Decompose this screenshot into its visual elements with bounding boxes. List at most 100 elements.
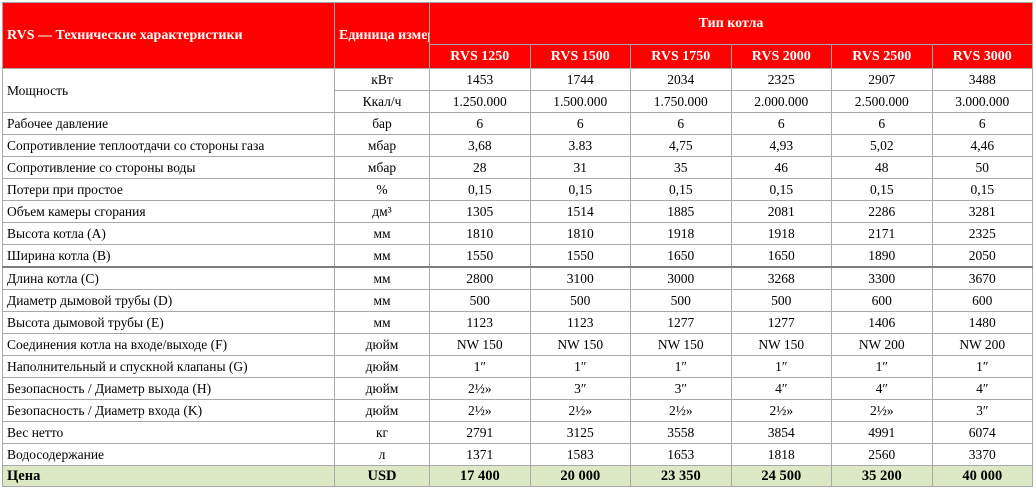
model-header: RVS 3000 [931, 44, 1034, 69]
value-cell: 2791 [429, 421, 531, 444]
value-cell: 48 [831, 156, 933, 179]
param-label: Безопасность / Диаметр выхода (H) [2, 377, 335, 400]
table-row: Высота дымовой трубы (Е) мм 1123 1123 1277 12… [2, 311, 1034, 334]
value-cell: 3″ [529, 377, 631, 400]
value-cell: NW 150 [429, 333, 531, 356]
param-label: Диаметр дымовой трубы (D) [2, 289, 335, 312]
value-cell: 0,15 [931, 178, 1034, 201]
value-cell: 5,02 [831, 134, 933, 157]
table-row-power-kcal: Ккал/ч 1.250.000 1.500.000 1.750.000 2.0… [3, 90, 1034, 113]
value-cell: 4″ [831, 377, 933, 400]
value-cell: 1480 [931, 311, 1034, 334]
boiler-type-header: Тип котла [428, 2, 1034, 45]
value-cell: 6074 [931, 421, 1034, 444]
value-cell: 2081 [730, 200, 832, 223]
value-cell: 3.000.000 [931, 90, 1034, 113]
value-cell: 1744 [529, 68, 631, 91]
value-cell: 2½» [429, 399, 531, 422]
price-unit: USD [334, 465, 430, 487]
value-cell: 0,15 [831, 178, 933, 201]
param-label: Высота котла (А) [2, 222, 335, 245]
table-row: Вес нетто кг 2791 3125 3558 3854 4991 6074 [2, 421, 1034, 444]
value-cell: 600 [931, 289, 1034, 312]
value-cell: 3,68 [429, 134, 531, 157]
value-cell: 1″ [429, 355, 531, 378]
value-cell: 2800 [429, 266, 531, 290]
model-header: RVS 2500 [831, 44, 933, 69]
table-title: RVS — Технические характеристики [2, 2, 335, 69]
price-label: Цена [2, 465, 335, 487]
value-cell: 6 [931, 112, 1034, 135]
value-cell: 2325 [730, 68, 832, 91]
value-cell: 2171 [831, 222, 933, 245]
unit-cell: бар [334, 112, 430, 135]
value-cell: 1550 [429, 244, 531, 268]
value-cell: 1453 [429, 68, 531, 91]
value-cell: 4″ [730, 377, 832, 400]
param-label: Безопасность / Диаметр входа (K) [2, 399, 335, 422]
table-row: Диаметр дымовой трубы (D) мм 500 500 500 500 6… [2, 289, 1034, 312]
value-cell: 1″ [529, 355, 631, 378]
value-cell: 1277 [730, 311, 832, 334]
param-label: Мощность [2, 68, 335, 113]
value-cell: 3300 [831, 266, 933, 290]
price-cell: 40 000 [931, 465, 1034, 487]
value-cell: 2286 [831, 200, 933, 223]
value-cell: 1550 [529, 244, 631, 268]
value-cell: 1″ [931, 355, 1034, 378]
unit-cell: дюйм [334, 355, 430, 378]
value-cell: 1.750.000 [630, 90, 732, 113]
value-cell: 1″ [730, 355, 832, 378]
table-row: Высота котла (А) мм 1810 1810 1918 1918 2171 23… [2, 222, 1034, 245]
value-cell: 50 [931, 156, 1034, 179]
table-row: Водосодержание л 1371 1583 1653 1818 2560 3370 [2, 443, 1034, 466]
value-cell: 2.500.000 [831, 90, 933, 113]
value-cell: 1406 [831, 311, 933, 334]
value-cell: 2½» [529, 399, 631, 422]
table-row: Потери при простое% 0,15 0,15 0,15 0,15 0,15 0… [2, 178, 1034, 201]
value-cell: 35 [630, 156, 732, 179]
value-cell: 2034 [630, 68, 732, 91]
price-cell: 17 400 [429, 465, 531, 487]
table-row: Ширина котла (В) мм 1550 1550 1650 1650 1890 20… [2, 244, 1034, 268]
unit-cell: кВт [334, 68, 430, 91]
value-cell: 6 [630, 112, 732, 135]
value-cell: 1371 [429, 443, 531, 466]
value-cell: 31 [529, 156, 631, 179]
value-cell: 3125 [529, 421, 631, 444]
table-row: Сопротивление со стороны воды мбар 28 31 35 4… [2, 156, 1034, 179]
value-cell: 1918 [730, 222, 832, 245]
param-label: Сопротивление со стороны воды [2, 156, 335, 179]
value-cell: 500 [529, 289, 631, 312]
price-cell: 23 350 [630, 465, 732, 487]
value-cell: 1885 [630, 200, 732, 223]
value-cell: 6 [429, 112, 531, 135]
unit-cell: кг [334, 421, 430, 444]
value-cell: 3100 [529, 266, 631, 290]
value-cell: 4,93 [730, 134, 832, 157]
value-cell: 28 [429, 156, 531, 179]
unit-cell: мм [334, 289, 430, 312]
param-label: Высота дымовой трубы (Е) [2, 311, 335, 334]
unit-cell: мм [334, 244, 430, 268]
value-cell: 3″ [630, 377, 732, 400]
value-cell: 2907 [831, 68, 933, 91]
value-cell: 3″ [931, 399, 1034, 422]
value-cell: 1123 [529, 311, 631, 334]
param-label: Ширина котла (В) [2, 244, 335, 268]
value-cell: 3488 [931, 68, 1034, 91]
value-cell: 6 [831, 112, 933, 135]
unit-cell: л [334, 443, 430, 466]
table-row: Соединения котла на входе/выходе (F) дюйм… [2, 333, 1034, 356]
value-cell: 2½» [630, 399, 732, 422]
value-cell: 6 [730, 112, 832, 135]
param-label: Потери при простое [2, 178, 335, 201]
unit-header: Единица измерения [334, 2, 430, 69]
param-label: Водосодержание [2, 443, 335, 466]
value-cell: 1.250.000 [429, 90, 531, 113]
table-row-power-kw: Мощность кВт 1453 1744 2034 2325 2907 34… [2, 68, 1034, 113]
unit-cell: дюйм [334, 333, 430, 356]
table-row: Сопротивление теплоотдачи со стороны газ… [2, 134, 1034, 157]
value-cell: 1818 [730, 443, 832, 466]
value-cell: 1123 [429, 311, 531, 334]
